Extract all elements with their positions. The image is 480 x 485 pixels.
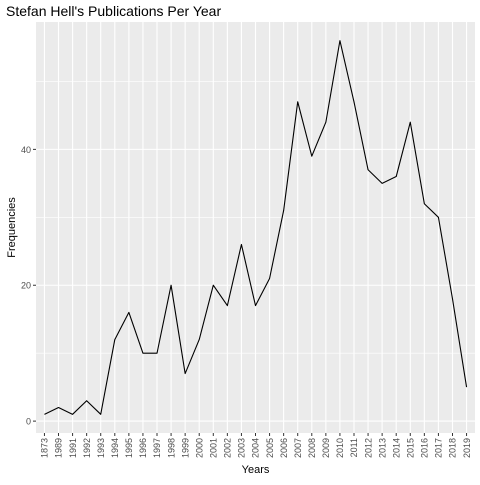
x-tick-label: 1998 [166, 438, 176, 458]
x-tick-label: 2012 [363, 438, 373, 458]
x-tick-label: 1989 [54, 438, 64, 458]
x-tick-label: 2000 [194, 438, 204, 458]
x-tick-label: 1994 [110, 438, 120, 458]
y-tick-label: 40 [21, 145, 31, 155]
x-tick-label: 2011 [349, 438, 359, 457]
x-tick-label: 2018 [448, 438, 458, 458]
x-tick-label: 1991 [68, 438, 78, 458]
x-axis: 1873 1989 1991 1992 1993 1994 1995 1996 1997 1998… [40, 433, 472, 458]
series-line [44, 40, 468, 415]
y-tick-label: 0 [26, 417, 31, 427]
x-tick-label: 2004 [251, 438, 261, 458]
x-tick-label: 2016 [420, 438, 430, 458]
x-tick-label: 2015 [405, 438, 415, 458]
x-tick-label: 1992 [82, 438, 92, 458]
x-tick-label: 2014 [391, 438, 401, 458]
x-tick-label: 2013 [377, 438, 387, 458]
x-tick-label: 2019 [462, 438, 472, 458]
x-tick-label: 1996 [138, 438, 148, 458]
y-axis-label: Frequencies [6, 197, 18, 258]
x-tick-label: 2008 [307, 438, 317, 458]
x-tick-label: 2001 [208, 438, 218, 458]
y-tick-label: 20 [21, 281, 31, 291]
chart-title: Stefan Hell's Publications Per Year [6, 3, 222, 19]
x-tick-label: 2009 [321, 438, 331, 458]
x-tick-label: 2005 [265, 438, 275, 458]
x-tick-label: 2017 [434, 438, 444, 458]
x-tick-label: 1873 [40, 438, 50, 458]
x-tick-label: 2003 [237, 438, 247, 458]
x-tick-label: 2007 [293, 438, 303, 458]
x-tick-label: 1997 [152, 438, 162, 458]
line-layer [44, 40, 468, 415]
x-tick-label: 1999 [180, 438, 190, 458]
x-tick-label: 2010 [335, 438, 345, 458]
x-tick-label: 1993 [96, 438, 106, 458]
x-tick-label: 2002 [223, 438, 233, 458]
x-tick-label: 1995 [124, 438, 134, 458]
x-axis-label: Years [242, 464, 270, 476]
x-tick-label: 2006 [279, 438, 289, 458]
gridlines [36, 22, 475, 433]
y-axis: 0 20 40 [21, 145, 36, 427]
